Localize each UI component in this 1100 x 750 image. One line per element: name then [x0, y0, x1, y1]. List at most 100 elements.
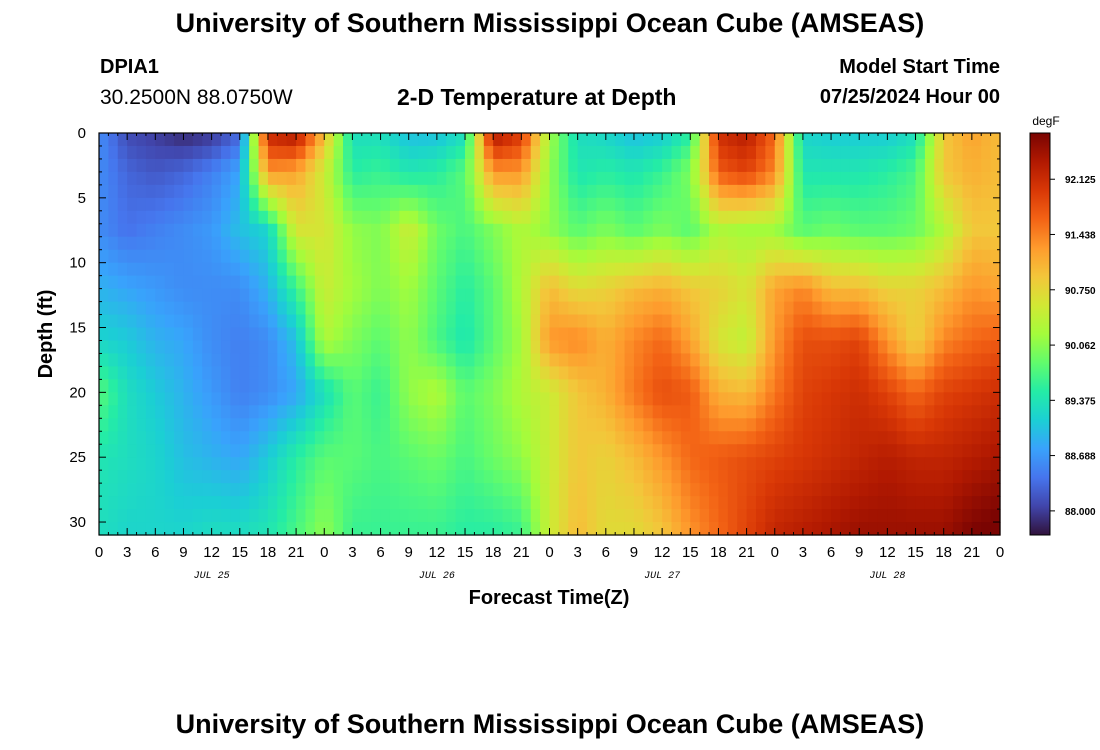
heatmap-cell	[849, 288, 860, 303]
heatmap-cell	[577, 327, 588, 342]
heatmap-cell	[746, 171, 757, 186]
heatmap-cell	[784, 184, 795, 199]
axes: 0 3 6 9 12 15 18 21 0 3 6 9 12 15 18 21 0 3 6 9 12 15 18 21 0 3 6 9…	[69, 125, 1004, 582]
heatmap-cell	[896, 366, 907, 380]
heatmap-cell	[540, 444, 551, 458]
heatmap-cell	[493, 405, 504, 419]
heatmap-cell	[709, 457, 720, 471]
heatmap-cell	[587, 133, 598, 147]
heatmap-cell	[718, 483, 729, 497]
heatmap-cell	[943, 379, 954, 393]
heatmap-cell	[211, 431, 222, 445]
heatmap-cell	[511, 509, 522, 523]
heatmap-cell	[549, 418, 560, 432]
heatmap-cell	[502, 457, 513, 471]
heatmap-cell	[249, 327, 260, 342]
heatmap-cell	[765, 522, 776, 536]
heatmap-cell	[399, 158, 410, 173]
heatmap-cell	[727, 223, 738, 238]
heatmap-cell	[840, 444, 851, 458]
heatmap-cell	[859, 496, 870, 510]
heatmap-cell	[587, 236, 598, 251]
heatmap-cell	[953, 249, 964, 264]
heatmap-cell	[361, 171, 372, 186]
heatmap-cell	[887, 392, 898, 406]
heatmap-cell	[474, 496, 485, 510]
heatmap-cell	[812, 184, 823, 199]
heatmap-cell	[915, 327, 926, 342]
heatmap-cell	[568, 133, 579, 147]
heatmap-cell	[812, 353, 823, 368]
heatmap-cell	[680, 314, 691, 329]
heatmap-cell	[831, 509, 842, 523]
heatmap-cell	[371, 340, 382, 355]
heatmap-cell	[108, 249, 119, 264]
heatmap-cell	[587, 197, 598, 212]
heatmap-cell	[943, 288, 954, 303]
heatmap-cell	[605, 496, 616, 510]
heatmap-cell	[831, 223, 842, 238]
heatmap-cell	[108, 496, 119, 510]
heatmap-cell	[436, 158, 447, 173]
heatmap-cell	[399, 301, 410, 316]
heatmap-cell	[840, 340, 851, 355]
heatmap-cell	[418, 366, 429, 380]
heatmap-cell	[465, 444, 476, 458]
heatmap-cell	[446, 379, 457, 393]
heatmap-cell	[99, 301, 109, 316]
heatmap-cell	[230, 301, 241, 316]
heatmap-cell	[399, 418, 410, 432]
heatmap-cell	[211, 392, 222, 406]
heatmap-cell	[568, 418, 579, 432]
heatmap-cell	[211, 405, 222, 419]
heatmap-cell	[896, 145, 907, 160]
heatmap-cell	[990, 314, 1001, 329]
heatmap-cell	[971, 470, 982, 484]
heatmap-cell	[971, 392, 982, 406]
heatmap-cell	[371, 262, 382, 277]
heatmap-cell	[455, 496, 466, 510]
heatmap-cell	[727, 133, 738, 147]
heatmap-cell	[474, 197, 485, 212]
heatmap-cell	[483, 275, 494, 290]
heatmap-cell	[127, 210, 138, 225]
heatmap-cell	[333, 223, 344, 238]
heatmap-cell	[821, 262, 832, 277]
heatmap-cell	[784, 340, 795, 355]
heatmap-cell	[267, 210, 278, 225]
heatmap-cell	[540, 496, 551, 510]
heatmap-cell	[765, 249, 776, 264]
heatmap-cell	[202, 249, 213, 264]
heatmap-cell	[192, 340, 203, 355]
heatmap-cell	[155, 171, 166, 186]
heatmap-cell	[296, 145, 307, 160]
heatmap-cell	[108, 379, 119, 393]
heatmap-cell	[643, 223, 654, 238]
heatmap-cell	[145, 392, 156, 406]
heatmap-cell	[643, 392, 654, 406]
heatmap-cell	[671, 236, 682, 251]
heatmap-cell	[887, 353, 898, 368]
heatmap-cell	[934, 483, 945, 497]
heatmap-cell	[221, 145, 231, 160]
heatmap-cell	[924, 353, 935, 368]
heatmap-cell	[145, 431, 156, 445]
heatmap-cell	[192, 509, 203, 523]
heatmap-cell	[164, 236, 175, 251]
heatmap-cell	[793, 483, 804, 497]
heatmap-cell	[333, 288, 344, 303]
heatmap-cell	[511, 262, 522, 277]
heatmap-cell	[192, 457, 203, 471]
heatmap-cell	[343, 314, 354, 329]
heatmap-cell	[474, 379, 485, 393]
heatmap-cell	[521, 457, 532, 471]
heatmap-cell	[755, 509, 766, 523]
heatmap-cell	[436, 353, 447, 368]
heatmap-cell	[587, 340, 598, 355]
heatmap-cell	[643, 288, 654, 303]
heatmap-cell	[314, 327, 325, 342]
heatmap-cell	[352, 301, 363, 316]
heatmap-cell	[136, 262, 147, 277]
heatmap-cell	[633, 314, 644, 329]
heatmap-cell	[859, 145, 870, 160]
